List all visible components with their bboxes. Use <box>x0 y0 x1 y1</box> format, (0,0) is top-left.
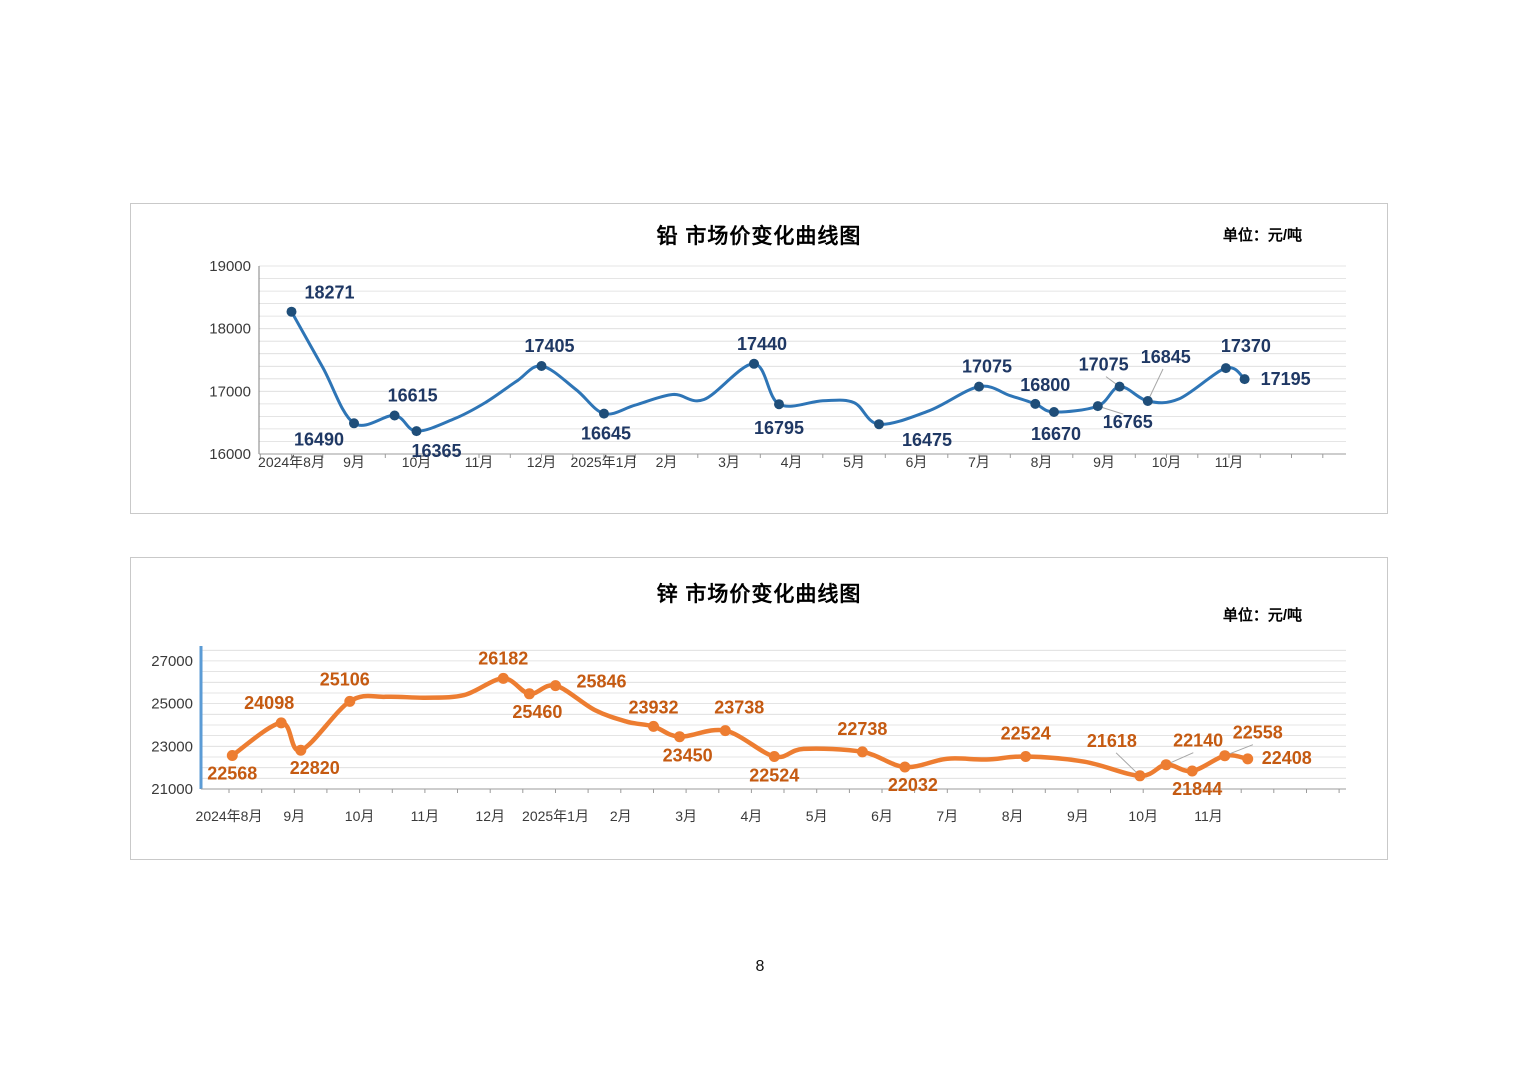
svg-text:22738: 22738 <box>837 719 887 739</box>
zinc-chart-canvas: 21000 23000 25000 27000 2024年8月 9月 10月 11月 12月 20… <box>151 646 1346 824</box>
svg-text:9月: 9月 <box>1093 454 1115 470</box>
lead-chart-title: 铅 市场价变化曲线图 <box>656 225 862 248</box>
svg-text:11月: 11月 <box>411 808 440 824</box>
svg-text:25106: 25106 <box>320 669 370 689</box>
svg-text:12月: 12月 <box>527 454 557 470</box>
svg-text:10月: 10月 <box>402 454 432 470</box>
svg-text:17440: 17440 <box>737 334 787 354</box>
lead-chart-unit: 单位：元/吨 <box>1222 227 1302 244</box>
svg-text:11月: 11月 <box>465 454 494 470</box>
svg-text:10月: 10月 <box>345 808 375 824</box>
svg-text:10月: 10月 <box>1152 454 1182 470</box>
svg-text:22032: 22032 <box>888 775 938 795</box>
zinc-chart-unit: 单位：元/吨 <box>1222 607 1302 624</box>
svg-text:5月: 5月 <box>843 454 865 470</box>
svg-text:21618: 21618 <box>1087 731 1137 751</box>
zinc-chart-title: 锌 市场价变化曲线图 <box>656 583 862 606</box>
lead-chart-card: 铅 市场价变化曲线图 单位：元/吨 16000 17000 18000 19000 20… <box>130 203 1388 514</box>
svg-text:2月: 2月 <box>610 808 632 824</box>
svg-text:16670: 16670 <box>1031 424 1081 444</box>
svg-text:27000: 27000 <box>151 653 193 670</box>
svg-text:16490: 16490 <box>294 429 344 449</box>
svg-text:16800: 16800 <box>1020 375 1070 395</box>
svg-text:17000: 17000 <box>209 383 251 400</box>
svg-text:6月: 6月 <box>906 454 928 470</box>
svg-text:12月: 12月 <box>475 808 505 824</box>
svg-text:16795: 16795 <box>754 418 804 438</box>
svg-text:7月: 7月 <box>936 808 958 824</box>
svg-text:17370: 17370 <box>1221 336 1271 356</box>
svg-text:21844: 21844 <box>1172 779 1222 799</box>
svg-text:19000: 19000 <box>209 258 251 275</box>
svg-text:16475: 16475 <box>902 430 952 450</box>
svg-text:25000: 25000 <box>151 696 193 713</box>
svg-text:8月: 8月 <box>1031 454 1053 470</box>
svg-text:25846: 25846 <box>576 672 626 692</box>
svg-text:22524: 22524 <box>749 766 799 786</box>
page-number: 8 <box>755 958 765 975</box>
svg-text:22558: 22558 <box>1233 723 1283 743</box>
svg-text:2025年1月: 2025年1月 <box>522 808 589 824</box>
svg-text:17075: 17075 <box>962 357 1012 377</box>
svg-text:9月: 9月 <box>1067 808 1089 824</box>
svg-text:2月: 2月 <box>656 454 678 470</box>
svg-text:2024年8月: 2024年8月 <box>196 808 263 824</box>
svg-text:18271: 18271 <box>304 283 354 303</box>
svg-text:16000: 16000 <box>209 446 251 463</box>
zinc-chart-card: 锌 市场价变化曲线图 单位：元/吨 21000 23000 25000 27000 20… <box>130 557 1388 860</box>
svg-text:24098: 24098 <box>244 693 294 713</box>
svg-text:21000: 21000 <box>151 781 193 798</box>
svg-text:11月: 11月 <box>1215 454 1244 470</box>
svg-text:22408: 22408 <box>1262 748 1312 768</box>
svg-text:2024年8月: 2024年8月 <box>258 454 325 470</box>
svg-text:18000: 18000 <box>209 321 251 338</box>
svg-text:9月: 9月 <box>283 808 305 824</box>
svg-text:23738: 23738 <box>714 698 764 718</box>
svg-text:17195: 17195 <box>1261 369 1311 389</box>
svg-text:25460: 25460 <box>512 702 562 722</box>
svg-text:8月: 8月 <box>1002 808 1024 824</box>
svg-text:10月: 10月 <box>1128 808 1158 824</box>
svg-text:26182: 26182 <box>478 648 528 668</box>
svg-text:16615: 16615 <box>388 386 438 406</box>
svg-text:23932: 23932 <box>628 697 678 717</box>
svg-text:6月: 6月 <box>871 808 893 824</box>
svg-text:23450: 23450 <box>663 746 713 766</box>
svg-text:3月: 3月 <box>718 454 740 470</box>
lead-chart-canvas: 16000 17000 18000 19000 2024年8月 9月 10月 11月 12月 20… <box>209 258 1346 470</box>
svg-text:9月: 9月 <box>343 454 365 470</box>
svg-text:16845: 16845 <box>1141 347 1191 367</box>
svg-text:2025年1月: 2025年1月 <box>571 454 638 470</box>
svg-text:16365: 16365 <box>411 441 461 461</box>
svg-text:11月: 11月 <box>1194 808 1223 824</box>
svg-text:3月: 3月 <box>675 808 697 824</box>
svg-text:4月: 4月 <box>741 808 763 824</box>
svg-text:7月: 7月 <box>968 454 990 470</box>
svg-text:22820: 22820 <box>290 758 340 778</box>
svg-text:16765: 16765 <box>1103 412 1153 432</box>
svg-text:4月: 4月 <box>781 454 803 470</box>
svg-text:16645: 16645 <box>581 424 631 444</box>
svg-text:17405: 17405 <box>524 336 574 356</box>
svg-text:23000: 23000 <box>151 738 193 755</box>
svg-text:22568: 22568 <box>207 764 257 784</box>
svg-text:22140: 22140 <box>1173 731 1223 751</box>
svg-text:17075: 17075 <box>1079 355 1129 375</box>
svg-text:5月: 5月 <box>806 808 828 824</box>
svg-text:22524: 22524 <box>1001 724 1051 744</box>
